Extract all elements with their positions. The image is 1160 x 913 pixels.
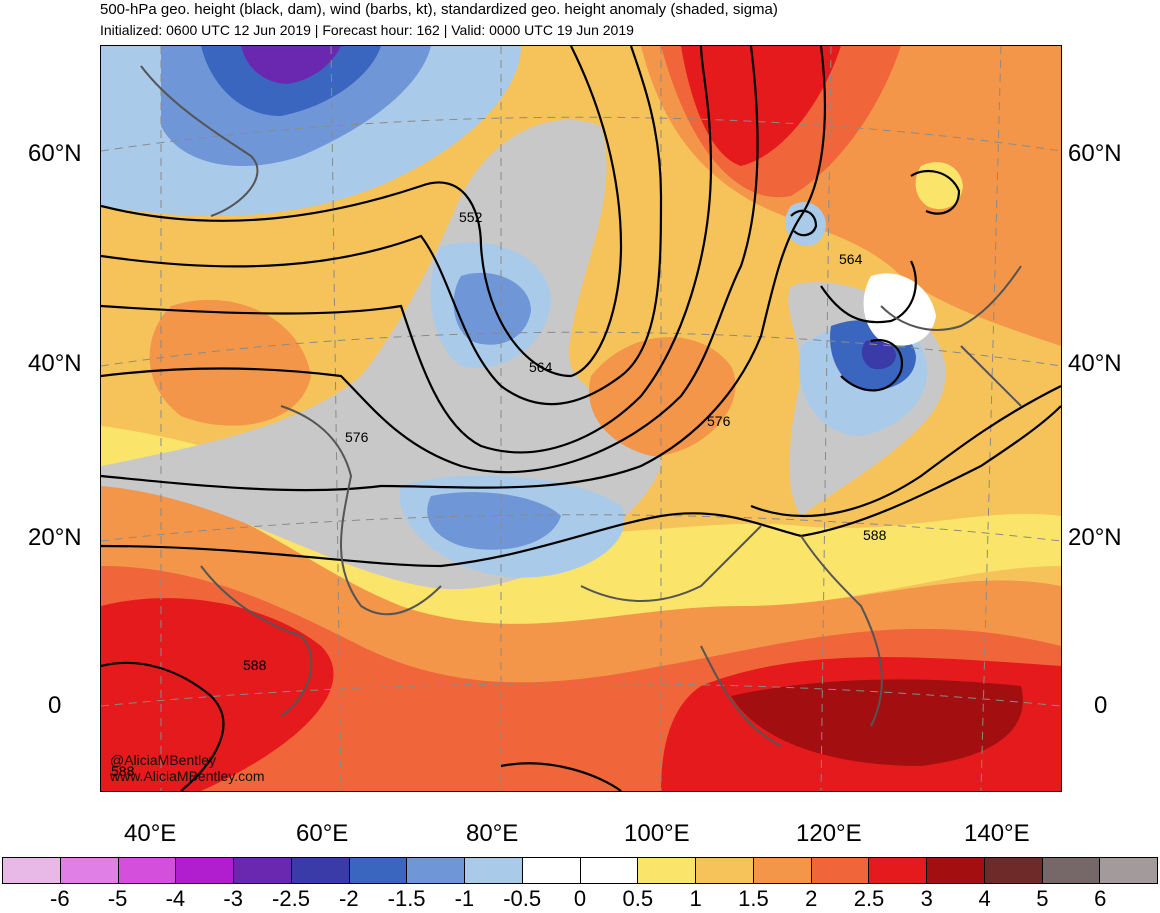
colorbar-tick-label: 0 (573, 886, 587, 911)
anomaly-yellow-band (101, 426, 1061, 624)
colorbar-cell-17 (984, 858, 1043, 883)
lat-label-left-0: 0 (48, 692, 62, 719)
colorbar-tick-label: 1 (689, 886, 702, 911)
colorbar-cell-7 (407, 858, 465, 883)
height-contours (101, 46, 1061, 791)
colorbar-tick-label: -6 (50, 886, 70, 911)
anomaly-map: 552 564 576 576 564 588 588 588 (101, 46, 1061, 791)
anomaly-arabia-red (101, 598, 334, 791)
chart-title: 500-hPa geo. height (black, dam), wind (… (100, 1, 778, 18)
anomaly-tibet-blue (427, 492, 561, 550)
lon-label-140e: 140°E (964, 820, 1030, 847)
anomaly-north-purple (241, 46, 341, 84)
colorbar-cell-12 (696, 858, 754, 883)
map-panel: 552 564 576 576 564 588 588 588 (100, 45, 1062, 792)
lon-label-80e: 80°E (466, 820, 519, 847)
contour-label-564-east: 564 (839, 251, 863, 267)
lat-label-right-40: 40°N (1068, 350, 1122, 377)
lon-label-60e: 60°E (296, 820, 349, 847)
colorbar-tick-label: -2 (339, 886, 359, 911)
anomaly-ne-yellow-cell (915, 162, 963, 210)
colorbar-tick-label: 6 (1094, 886, 1107, 911)
chart-subtitle: Initialized: 0600 UTC 12 Jun 2019 | Fore… (100, 22, 634, 38)
lon-label-100e: 100°E (624, 820, 690, 847)
credit-website: www.AliciaMBentley.com (110, 768, 265, 784)
colorbar-tick-label: -0.5 (503, 886, 542, 911)
contour-label-576-west: 576 (345, 429, 369, 445)
colorbar-cell-4 (234, 858, 292, 883)
colorbar-cell-1 (60, 858, 119, 883)
colorbar-tick-label: 4 (978, 886, 991, 911)
lon-label-40e: 40°E (124, 820, 177, 847)
colorbar-cell-11 (638, 858, 696, 883)
colorbar-cell-2 (118, 858, 177, 883)
colorbar-tick-label: -2.5 (272, 886, 310, 911)
colorbar-tick-label: 1.5 (738, 886, 769, 911)
colorbar-ticks: -6 -5 -4 -3 -2.5 -2 -1.5 -1 -0.5 0 0.5 1 1.5 2 2.5 3 4 5 6 (0, 886, 1160, 912)
lat-label-right-0: 0 (1094, 692, 1108, 719)
colorbar-cell-13 (753, 858, 812, 883)
anomaly-eastasia-darkblue (861, 339, 896, 370)
anomaly-westpac-darkred (731, 679, 1023, 766)
colorbar-cell-0 (3, 858, 61, 883)
contour-label-588-sw: 588 (111, 763, 135, 779)
colorbar-cell-10 (580, 858, 639, 883)
coastlines (140, 65, 1022, 747)
lat-label-right-20: 20°N (1068, 524, 1122, 551)
colorbar-cell-16 (927, 858, 985, 883)
lat-label-left-40: 40°N (28, 350, 82, 377)
colorbar-cell-19 (1100, 858, 1157, 883)
colorbar-cell-18 (1042, 858, 1101, 883)
colorbar-cell-6 (349, 858, 408, 883)
contour-label-564-west: 564 (529, 359, 553, 375)
anomaly-mideast-orange (149, 299, 311, 426)
lat-label-right-60: 60°N (1068, 140, 1122, 167)
colorbar-tick-label: 3 (920, 886, 933, 911)
colorbar-tick-label: 0.5 (622, 886, 654, 911)
colorbar-tick-label: 2 (805, 886, 818, 911)
colorbar-cell-5 (291, 858, 350, 883)
colorbar-tick-label: -5 (107, 886, 128, 911)
colorbar-tick-label: 5 (1036, 886, 1049, 911)
contour-label-576-east: 576 (707, 413, 731, 429)
lat-label-left-20: 20°N (28, 524, 82, 551)
colorbar-tick-label: -1.5 (387, 886, 426, 911)
colorbar-tick-label: -1 (454, 886, 475, 911)
lat-label-left-60: 60°N (28, 140, 82, 167)
colorbar-tick-label: -3 (223, 886, 243, 911)
contour-label-588-west: 588 (243, 657, 267, 673)
colorbar-tick-label: -4 (165, 886, 186, 911)
credit-handle: @AliciaMBentley (110, 752, 217, 768)
lon-label-120e: 120°E (796, 820, 862, 847)
graticule (101, 46, 1061, 791)
colorbar-cell-14 (811, 858, 870, 883)
contour-label-588-east: 588 (863, 527, 887, 543)
colorbar (2, 857, 1158, 884)
colorbar-tick-label: 2.5 (853, 886, 885, 911)
colorbar-cell-15 (869, 858, 927, 883)
anomaly-ne-red (681, 46, 841, 166)
contour-label-552: 552 (459, 209, 483, 225)
colorbar-cell-9 (522, 858, 581, 883)
anomaly-siberia-blue (453, 272, 531, 345)
colorbar-cell-8 (465, 858, 523, 883)
contour-labels: 552 564 576 576 564 588 588 588 (111, 209, 887, 779)
colorbar-cell-3 (176, 858, 234, 883)
